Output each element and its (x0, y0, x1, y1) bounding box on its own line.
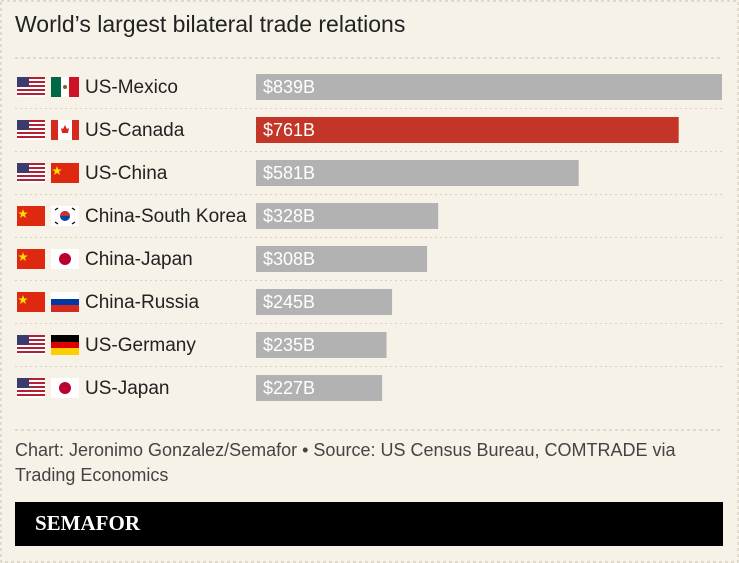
flag (17, 77, 45, 97)
bar (256, 246, 428, 272)
flag (17, 206, 45, 226)
flag (51, 378, 79, 398)
chart-title: World’s largest bilateral trade relation… (15, 11, 405, 37)
category-label: US-Mexico (85, 77, 178, 98)
category-label: China-Japan (85, 249, 193, 270)
category-label: China-South Korea (85, 206, 247, 227)
flag (17, 249, 45, 269)
flag (51, 77, 79, 97)
bar (256, 375, 383, 401)
bar (256, 74, 722, 100)
brand-banner (15, 502, 723, 546)
bar (256, 332, 387, 358)
category-label: US-Canada (85, 120, 185, 141)
value-label: $227B (263, 378, 315, 398)
flag (51, 206, 79, 226)
category-label: US-China (85, 163, 168, 184)
flag (51, 292, 79, 312)
category-label: US-Germany (85, 335, 196, 356)
bar (256, 203, 439, 229)
value-label: $235B (263, 335, 315, 355)
flag (51, 163, 79, 183)
value-label: $308B (263, 249, 315, 269)
bar (256, 160, 579, 186)
source-note: Chart: Jeronimo Gonzalez/Semafor • Sourc… (15, 440, 676, 485)
value-label: $581B (263, 163, 315, 183)
flag (51, 335, 79, 355)
flag (17, 335, 45, 355)
value-label: $761B (263, 120, 315, 140)
brand: SEMAFOR (35, 511, 141, 535)
bar (256, 289, 393, 315)
category-label: US-Japan (85, 378, 170, 399)
flag (17, 163, 45, 183)
value-label: $328B (263, 206, 315, 226)
flag (51, 249, 79, 269)
bar (256, 117, 679, 143)
value-label: $839B (263, 77, 315, 97)
category-label: China-Russia (85, 292, 199, 313)
flag (17, 292, 45, 312)
flag (17, 120, 45, 140)
flag (51, 120, 79, 140)
value-label: $245B (263, 292, 315, 312)
flag (17, 378, 45, 398)
